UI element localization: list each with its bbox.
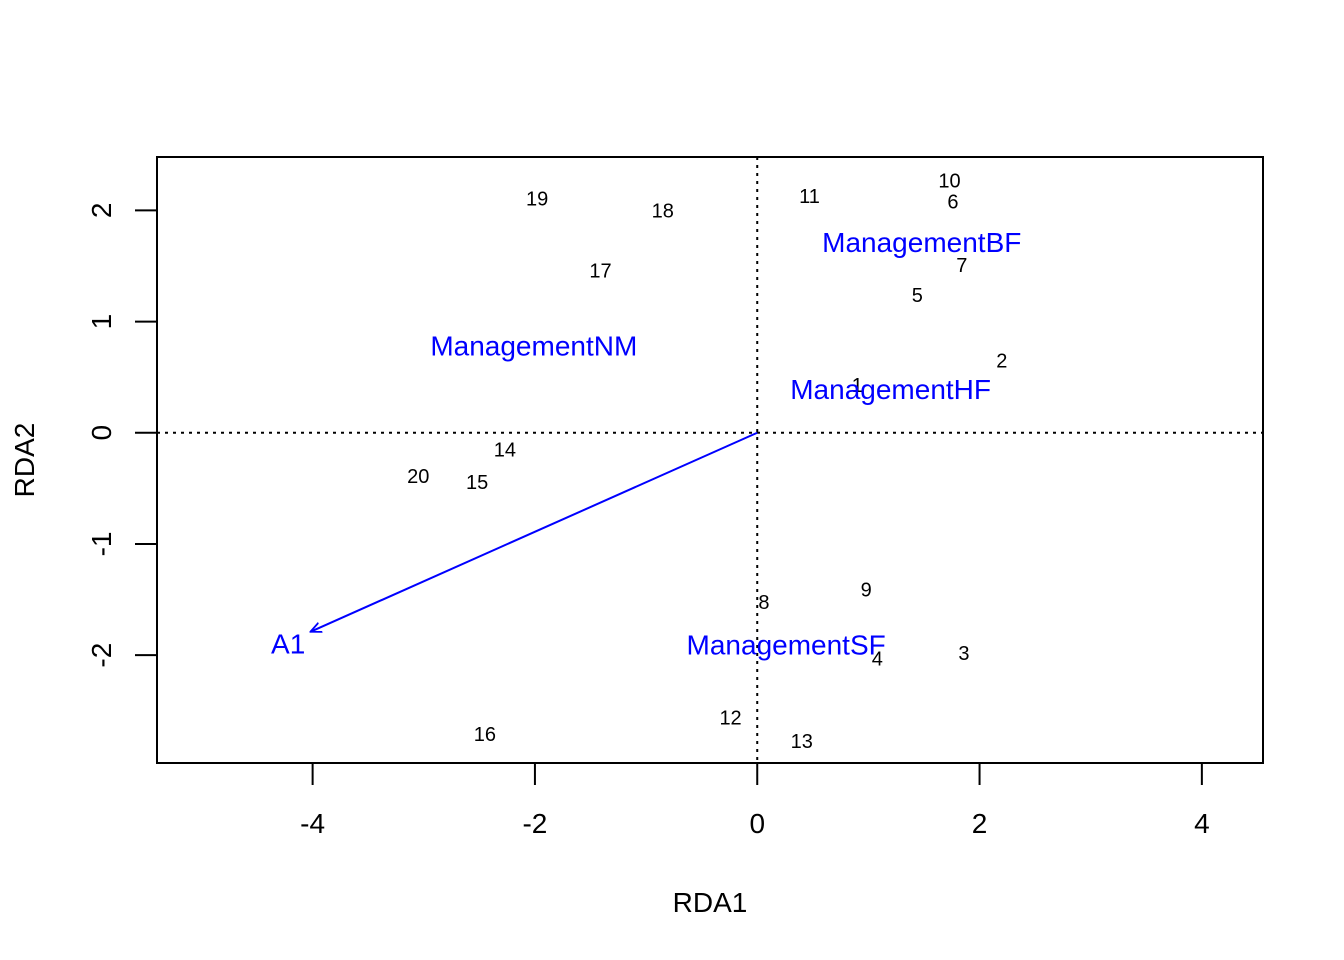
y-axis-title: RDA2	[9, 423, 40, 498]
plot-frame	[156, 156, 1264, 764]
site-label: 12	[719, 708, 741, 730]
y-axis: -2 -1 0 1 2	[86, 203, 158, 668]
centroid-label: ManagementHF	[790, 374, 991, 405]
centroid-label: ManagementSF	[687, 630, 886, 661]
site-label: 5	[912, 285, 923, 307]
site-label: 9	[861, 580, 872, 602]
biplot-arrows: A1	[271, 431, 758, 660]
site-label: 11	[799, 186, 820, 208]
y-tick-label: -2	[86, 643, 117, 668]
site-label: 19	[526, 188, 548, 210]
site-label: 7	[956, 255, 967, 277]
arrow-label: A1	[271, 629, 305, 660]
site-label: 4	[872, 649, 883, 671]
site-label: 1	[852, 375, 863, 397]
site-label: 20	[407, 466, 429, 488]
site-label: 16	[474, 724, 496, 746]
site-label: 8	[758, 592, 769, 614]
site-label: 3	[958, 643, 969, 665]
y-tick-label: 1	[86, 314, 117, 330]
site-label: 6	[947, 192, 958, 214]
site-label: 18	[652, 200, 674, 222]
origin-lines	[157, 157, 1263, 763]
x-tick-label: 4	[1194, 808, 1210, 839]
x-tick-label: -2	[522, 808, 547, 839]
site-label: 10	[938, 170, 960, 192]
site-label: 2	[996, 351, 1007, 373]
site-label: 15	[466, 472, 488, 494]
arrow-a1	[310, 431, 758, 632]
x-axis-title: RDA1	[673, 887, 748, 918]
y-tick-label: -1	[86, 531, 117, 556]
y-tick-label: 0	[86, 425, 117, 441]
centroid-label: ManagementNM	[430, 331, 637, 362]
site-label: 17	[589, 261, 611, 283]
x-tick-label: 0	[749, 808, 765, 839]
x-tick-label: 2	[972, 808, 988, 839]
site-label: 14	[494, 440, 516, 462]
site-label: 13	[791, 731, 813, 753]
factor-centroids: ManagementBF ManagementNM ManagementHF Mana…	[430, 227, 1021, 661]
x-tick-label: -4	[300, 808, 325, 839]
y-tick-label: 2	[86, 203, 117, 219]
centroid-label: ManagementBF	[822, 227, 1021, 258]
